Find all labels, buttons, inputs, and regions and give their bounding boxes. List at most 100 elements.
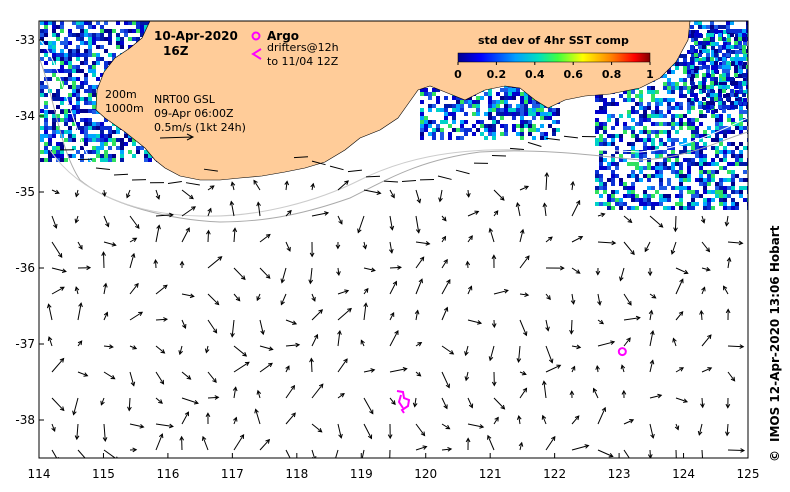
sst-pixel <box>40 37 44 41</box>
sst-pixel <box>710 33 714 37</box>
current-vector-head <box>232 227 238 233</box>
sst-pixel <box>691 106 695 110</box>
sst-pixel <box>44 126 48 130</box>
current-vector-head <box>576 344 582 350</box>
sst-pixel <box>699 178 703 182</box>
current-vector-head <box>494 416 499 422</box>
sst-pixel <box>687 74 691 78</box>
sst-pixel <box>64 130 68 134</box>
sst-pixel <box>675 114 679 118</box>
sst-pixel <box>595 110 599 114</box>
sst-pixel <box>718 37 722 41</box>
current-vector-head <box>422 445 428 450</box>
sst-pixel <box>719 126 723 130</box>
sst-pixel <box>448 112 452 116</box>
plot-frame <box>38 20 749 459</box>
current-vector <box>51 215 57 229</box>
sst-pixel <box>639 94 643 98</box>
sst-pixel <box>683 54 687 58</box>
current-vector-head <box>491 254 497 260</box>
current-vector-head <box>724 221 730 227</box>
sst-pixel <box>72 154 76 158</box>
current-vector-head <box>521 370 527 376</box>
sst-pixel <box>718 65 722 69</box>
sst-pixel <box>627 186 631 190</box>
current-vector <box>439 189 443 202</box>
sst-pixel <box>731 170 735 174</box>
sst-pixel <box>68 138 72 142</box>
current-vector <box>441 259 448 269</box>
sst-pixel <box>738 101 742 105</box>
sst-pixel <box>719 114 723 118</box>
sst-pixel <box>48 158 52 162</box>
current-vector-head <box>362 244 368 250</box>
sst-pixel <box>128 37 132 41</box>
sst-pixel <box>707 170 711 174</box>
sst-pixel <box>710 97 714 101</box>
sst-pixel <box>44 158 48 162</box>
sst-pixel <box>702 73 706 77</box>
current-vector-head <box>53 223 58 229</box>
sst-pixel <box>88 93 92 97</box>
colorbar-tick-label: 0.4 <box>525 68 545 81</box>
current-vector-head <box>707 367 713 372</box>
sst-pixel <box>683 66 687 70</box>
sst-pixel <box>631 154 635 158</box>
sst-pixel <box>739 110 743 114</box>
sst-pixel <box>707 202 711 206</box>
sst-pixel <box>44 105 48 109</box>
sst-pixel <box>683 62 687 66</box>
current-vector-head <box>516 358 522 363</box>
sst-pixel <box>671 150 675 154</box>
sst-pixel <box>496 120 500 124</box>
sst-pixel <box>738 41 742 45</box>
sst-pixel <box>500 112 504 116</box>
sst-pixel <box>104 150 108 154</box>
current-vector <box>280 293 287 305</box>
sst-pixel <box>727 34 731 38</box>
sst-pixel <box>504 104 508 108</box>
sst-pixel <box>528 132 532 136</box>
current-vector <box>466 261 469 269</box>
sst-pixel <box>456 136 460 140</box>
sst-pixel <box>60 85 64 89</box>
current-vector <box>571 445 589 451</box>
sst-pixel <box>623 182 627 186</box>
sst-pixel <box>675 174 679 178</box>
current-vector-head <box>74 218 80 224</box>
sst-pixel <box>675 122 679 126</box>
sst-pixel <box>420 124 424 128</box>
sst-pixel <box>715 186 719 190</box>
sst-pixel <box>631 182 635 186</box>
sst-pixel <box>532 100 536 104</box>
current-vector-head <box>72 410 77 416</box>
sst-pixel <box>695 142 699 146</box>
current-vectors <box>46 135 746 458</box>
current-vector <box>545 236 553 243</box>
sst-pixel <box>548 112 552 116</box>
sst-pixel <box>56 97 60 101</box>
sst-pixel <box>72 53 76 57</box>
sst-pixel <box>48 69 52 73</box>
sst-pixel <box>742 49 746 53</box>
sst-pixel <box>710 105 714 109</box>
sst-pixel <box>671 98 675 102</box>
current-vector-head <box>402 366 408 372</box>
sst-pixel <box>84 134 88 138</box>
sst-pixel <box>690 77 694 81</box>
sst-pixel <box>691 98 695 102</box>
sst-pixel <box>647 174 651 178</box>
sst-pixel <box>647 90 651 94</box>
current-vector <box>619 267 625 281</box>
sst-pixel <box>615 102 619 106</box>
current-vector-head <box>621 389 627 395</box>
sst-pixel <box>536 128 540 132</box>
sst-pixel <box>718 93 722 97</box>
current-vector-head <box>230 181 236 187</box>
current-vector <box>465 371 469 381</box>
current-vector <box>259 319 264 335</box>
sst-pixel <box>96 150 100 154</box>
current-vector <box>311 449 316 458</box>
sst-pixel <box>659 114 663 118</box>
sst-pixel <box>603 122 607 126</box>
